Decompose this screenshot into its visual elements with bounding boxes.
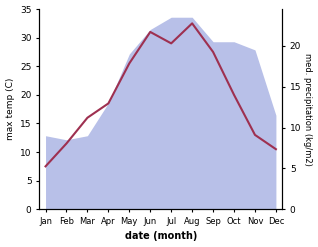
Y-axis label: med. precipitation (kg/m2): med. precipitation (kg/m2): [303, 53, 313, 165]
X-axis label: date (month): date (month): [125, 231, 197, 242]
Y-axis label: max temp (C): max temp (C): [5, 78, 15, 140]
